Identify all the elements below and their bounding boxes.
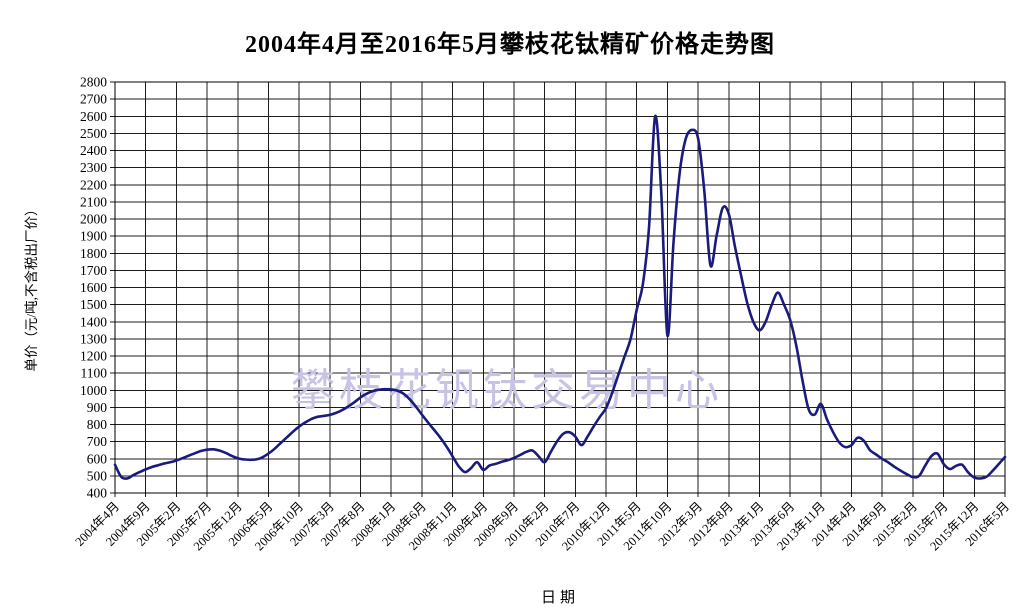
x-tick-label: 2010年7月 bbox=[533, 499, 583, 549]
plot-border bbox=[114, 81, 1006, 494]
x-tick-label: 2014年4月 bbox=[809, 499, 859, 549]
x-tick-label: 2010年12月 bbox=[559, 499, 613, 553]
x-tick-label: 2014年9月 bbox=[840, 499, 890, 549]
y-tick-label: 900 bbox=[87, 400, 108, 415]
y-tick-label: 1000 bbox=[80, 383, 107, 398]
price-line bbox=[113, 114, 1007, 480]
y-tick-label: 1900 bbox=[80, 229, 107, 244]
x-tick-label: 2015年7月 bbox=[901, 499, 951, 549]
y-tick-label: 700 bbox=[87, 434, 108, 449]
y-axis-title: 单价（元/吨,不含税出厂价） bbox=[24, 202, 39, 372]
x-tick-label: 2011年10月 bbox=[621, 499, 675, 553]
x-tick-label: 2004年9月 bbox=[103, 499, 153, 549]
x-tick-label: 2012年3月 bbox=[656, 499, 706, 549]
y-tick-label: 2700 bbox=[80, 92, 107, 107]
y-tick-label: 2300 bbox=[80, 160, 107, 175]
x-tick-label: 2005年12月 bbox=[191, 499, 245, 553]
y-tick-label: 2600 bbox=[80, 109, 107, 124]
y-tick-label: 500 bbox=[87, 468, 108, 483]
x-tick-label: 2013年11月 bbox=[774, 499, 828, 553]
y-tick-label: 800 bbox=[87, 417, 108, 432]
watermark: 攀枝花钒钛交易中心 bbox=[291, 366, 723, 415]
x-tick-label: 2011年5月 bbox=[594, 499, 643, 548]
y-tick-label: 1200 bbox=[80, 349, 107, 364]
x-tick-label: 2015年2月 bbox=[870, 499, 920, 549]
x-tick-label: 2006年10月 bbox=[252, 499, 306, 553]
x-tick-label: 2007年8月 bbox=[318, 499, 368, 549]
x-tick-label: 2015年12月 bbox=[927, 499, 981, 553]
y-tick-label: 2200 bbox=[80, 177, 107, 192]
x-tick-label: 2007年3月 bbox=[287, 499, 337, 549]
chart-title: 2004年4月至2016年5月攀枝花钛精矿价格走势图 bbox=[245, 32, 775, 58]
y-tick-label: 2100 bbox=[80, 194, 107, 209]
x-tick-label: 2010年2月 bbox=[502, 499, 552, 549]
x-tick-label: 2008年11月 bbox=[406, 499, 460, 553]
x-tick-label: 2009年4月 bbox=[441, 499, 491, 549]
y-tick-label: 1700 bbox=[80, 263, 107, 278]
y-tick-label: 600 bbox=[87, 451, 108, 466]
y-tick-label: 2800 bbox=[80, 75, 107, 90]
x-tick-label: 2006年5月 bbox=[226, 499, 276, 549]
y-tick-label: 400 bbox=[87, 486, 108, 501]
x-tick-label: 2016年5月 bbox=[962, 499, 1012, 549]
y-tick-label: 2000 bbox=[80, 212, 107, 227]
x-tick-label: 2012年8月 bbox=[686, 499, 736, 549]
x-tick-label: 2005年7月 bbox=[165, 499, 215, 549]
y-tick-label: 1300 bbox=[80, 331, 107, 346]
x-tick-label: 2008年6月 bbox=[379, 499, 429, 549]
y-tick-label: 2400 bbox=[80, 143, 107, 158]
y-tick-label: 1400 bbox=[80, 314, 107, 329]
y-tick-label: 2500 bbox=[80, 126, 107, 141]
x-tick-label: 2009年9月 bbox=[471, 499, 521, 549]
x-tick-label: 2013年6月 bbox=[748, 499, 798, 549]
y-tick-label: 1800 bbox=[80, 246, 107, 261]
y-tick-label: 1500 bbox=[80, 297, 107, 312]
y-tick-label: 1100 bbox=[81, 366, 108, 381]
x-axis-title: 日期 bbox=[540, 590, 579, 606]
x-tick-label: 2008年1月 bbox=[349, 499, 399, 549]
x-tick-label: 2004年4月 bbox=[72, 499, 122, 549]
y-tick-label: 1600 bbox=[80, 280, 107, 295]
x-tick-label: 2005年2月 bbox=[134, 499, 184, 549]
x-tick-label: 2013年1月 bbox=[717, 499, 767, 549]
